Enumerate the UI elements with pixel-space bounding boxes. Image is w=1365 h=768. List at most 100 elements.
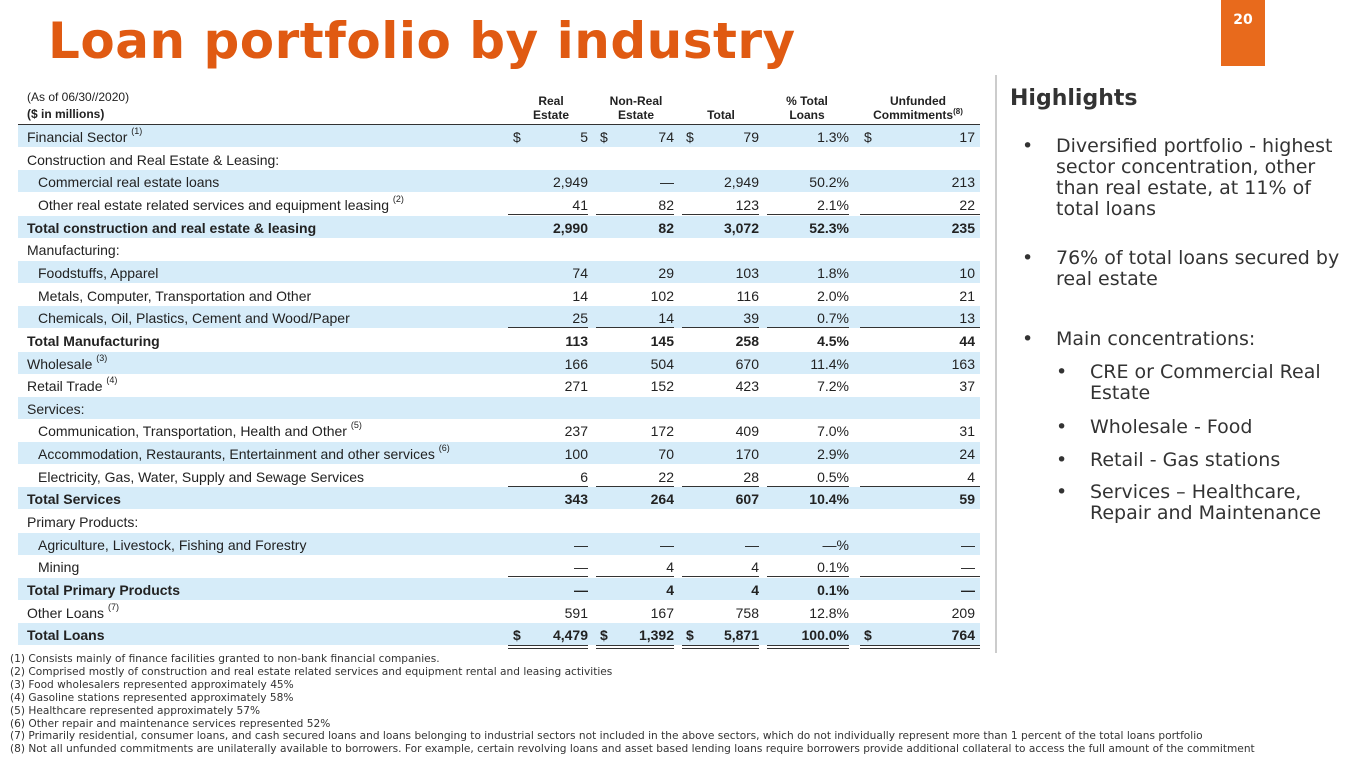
- cell-value: 44: [959, 332, 975, 349]
- table-row: Primary Products:: [18, 510, 980, 532]
- table-row: Total Services 343 264 607 10.4% 59: [18, 487, 980, 510]
- table-row: Other real estate related services and e…: [18, 193, 980, 215]
- footnote: (4) Gasoline stations represented approx…: [10, 691, 294, 704]
- cell-value: 25: [572, 310, 588, 327]
- label-text: Accommodation, Restaurants, Entertainmen…: [38, 446, 435, 463]
- row-label: Other real estate related services and e…: [38, 194, 404, 213]
- cell-value: —: [660, 536, 674, 553]
- table-row: Electricity, Gas, Water, Supply and Sewa…: [18, 465, 980, 487]
- sum-rule: [596, 485, 674, 487]
- cell-value: 12.8%: [809, 604, 849, 621]
- row-label: Financial Sector (1): [27, 126, 143, 145]
- cell-value: 166: [564, 355, 588, 372]
- cell-value: 28: [743, 468, 759, 485]
- cell-value: 343: [564, 491, 588, 508]
- cell-value: 7.0%: [817, 423, 849, 440]
- cell-value: 607: [735, 491, 759, 508]
- cell-value: 3,072: [723, 219, 759, 236]
- footnote: (2) Comprised mostly of construction and…: [10, 665, 613, 678]
- footnote: (3) Food wholesalers represented approxi…: [10, 678, 294, 691]
- label-text: Other real estate related services and e…: [38, 196, 389, 213]
- table-row: Services:: [18, 396, 980, 419]
- sum-rule: [508, 485, 588, 487]
- cell-value: 170: [735, 446, 759, 463]
- cell-value: —: [961, 536, 975, 553]
- table-row: Total Primary Products — 4 4 0.1% —: [18, 578, 980, 600]
- label-note: (3): [96, 352, 108, 363]
- cell-value: 670: [735, 355, 759, 372]
- column-header: Real Estate: [491, 94, 611, 122]
- table-units: ($ in millions): [27, 107, 105, 121]
- cell-value: 7.2%: [817, 378, 849, 395]
- header-line: Unfunded: [890, 94, 946, 108]
- label-text: Total Loans: [27, 627, 105, 644]
- cell-value: 14: [572, 287, 588, 304]
- column-header: Total: [661, 94, 781, 122]
- label-text: Manufacturing:: [27, 242, 120, 259]
- cell-value: —: [574, 559, 588, 576]
- highlight-bullet: 76% of total loans secured by real estat…: [1022, 248, 1356, 290]
- row-label: Commercial real estate loans: [38, 174, 219, 190]
- highlight-sub-bullet: Retail - Gas stations: [1056, 450, 1350, 472]
- row-label: Agriculture, Livestock, Fishing and Fore…: [38, 537, 306, 553]
- currency-sign: $: [600, 627, 608, 644]
- cell-value: —: [745, 536, 759, 553]
- sum-rule: [596, 327, 674, 329]
- cell-value: 423: [735, 378, 759, 395]
- row-label: Electricity, Gas, Water, Supply and Sewa…: [38, 469, 364, 485]
- cell-value: 271: [564, 378, 588, 395]
- label-text: Wholesale: [27, 355, 93, 372]
- cell-value: 102: [650, 287, 674, 304]
- label-note: (7): [107, 601, 119, 612]
- label-text: Electricity, Gas, Water, Supply and Sewa…: [38, 468, 365, 485]
- total-rule: [860, 645, 980, 647]
- cell-value: 17: [959, 129, 975, 145]
- label-note: (1): [131, 126, 143, 136]
- currency-sign: $: [513, 129, 521, 145]
- currency-sign: $: [686, 129, 694, 145]
- table-row: Foodstuffs, Apparel 74 29 103 1.8% 10: [18, 260, 980, 283]
- footnote: (6) Other repair and maintenance service…: [10, 717, 331, 730]
- sum-rule: [860, 327, 980, 329]
- cell-value: 21: [959, 287, 975, 304]
- cell-value: 39: [743, 310, 759, 327]
- footnote: (7) Primarily residential, consumer loan…: [10, 730, 1203, 743]
- label-text: Chemicals, Oil, Plastics, Cement and Woo…: [38, 310, 350, 327]
- row-label: Total Manufacturing: [27, 333, 160, 349]
- label-note: (5): [350, 420, 362, 431]
- label-text: Metals, Computer, Transportation and Oth…: [38, 287, 312, 304]
- label-text: Foodstuffs, Apparel: [38, 264, 159, 281]
- table-row: Other Loans (7) 591 167 758 12.8% 209: [18, 601, 980, 623]
- sum-rule: [860, 576, 980, 578]
- cell-value: 172: [650, 423, 674, 440]
- table-row: Total Manufacturing 113 145 258 4.5% 44: [18, 329, 980, 351]
- label-text: Communication, Transportation, Health an…: [38, 423, 347, 440]
- cell-value: 59: [959, 491, 975, 508]
- row-label: Retail Trade (4): [27, 375, 117, 395]
- cell-value: 10: [959, 264, 975, 281]
- highlight-bullet: Main concentrations:: [1022, 329, 1356, 351]
- total-rule: [767, 645, 849, 647]
- divider: [995, 75, 997, 653]
- cell-value: —%: [822, 536, 849, 553]
- cell-value: 22: [959, 196, 975, 213]
- table-row: Total construction and real estate & lea…: [18, 215, 980, 238]
- total-rule: [508, 648, 588, 650]
- header-line: Real: [538, 94, 564, 108]
- label-text: Total Manufacturing: [27, 332, 160, 349]
- label-text: Mining: [38, 559, 80, 576]
- table-row: Financial Sector (1) 5 74 79 1.3% 17 $ $ $ $: [18, 125, 980, 147]
- table-row: Manufacturing:: [18, 238, 980, 260]
- cell-value: 1.3%: [817, 129, 849, 145]
- cell-value: 235: [951, 219, 975, 236]
- header-line: Total: [707, 108, 735, 122]
- label-text: Retail Trade: [27, 378, 103, 395]
- label-text: Total construction and real estate & lea…: [27, 219, 317, 236]
- row-label: Metals, Computer, Transportation and Oth…: [38, 288, 311, 304]
- cell-value: 41: [572, 196, 588, 213]
- column-header: % Total Loans: [747, 94, 867, 122]
- label-text: Services:: [27, 400, 85, 417]
- cell-value: 409: [735, 423, 759, 440]
- header-line: Estate: [532, 108, 570, 122]
- cell-value: 1,392: [638, 627, 674, 644]
